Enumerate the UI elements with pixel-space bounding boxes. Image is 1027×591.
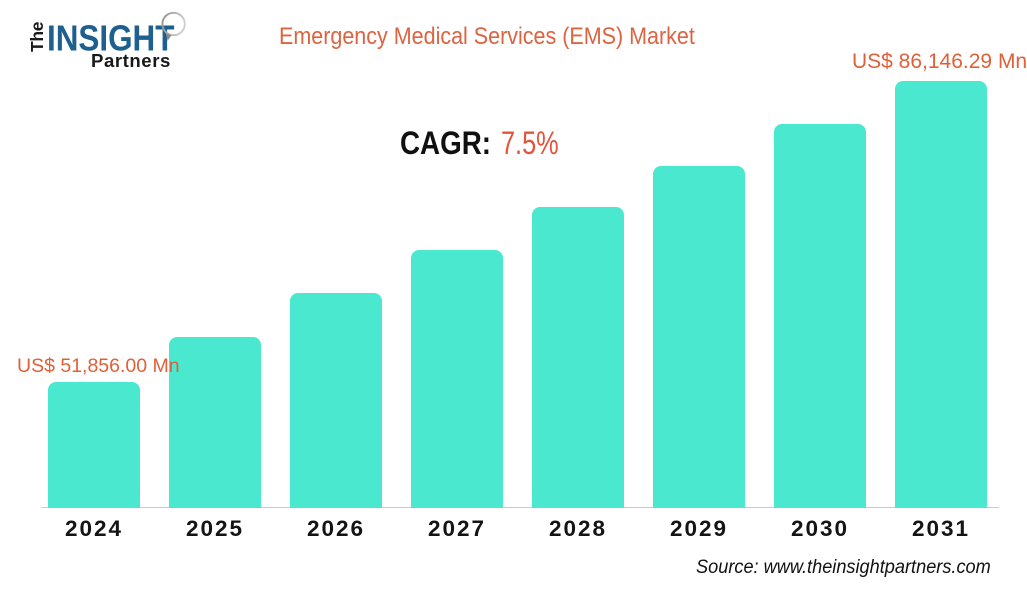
- svg-text:INSIGHT: INSIGHT: [47, 19, 175, 59]
- svg-text:The: The: [27, 21, 47, 52]
- svg-text:Partners: Partners: [91, 50, 171, 71]
